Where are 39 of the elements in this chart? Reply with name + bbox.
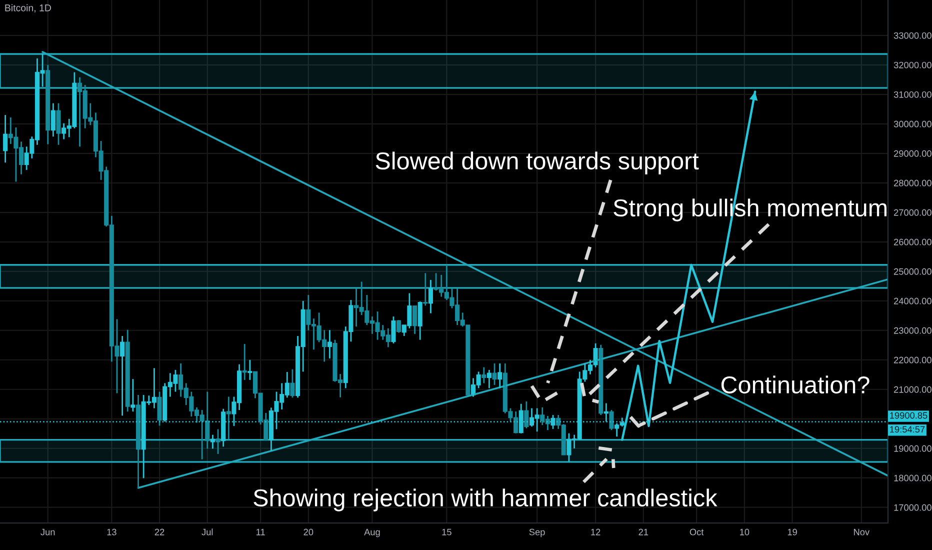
y-tick-label: 19000.00 [894, 445, 932, 452]
annotation: Continuation? [721, 376, 870, 394]
annotation: Showing rejection with hammer candlestick [254, 488, 718, 512]
annotation: Slowed down towards support [376, 152, 699, 174]
ref-line-label: 19900.85 [890, 412, 928, 419]
x-tick-label: 12 [591, 528, 600, 536]
y-tick-label: 30000.00 [894, 120, 932, 128]
x-tick-label: 15 [442, 528, 452, 536]
y-tick-label: 17000.00 [894, 504, 932, 511]
y-tick-label: 18000.00 [894, 474, 932, 482]
x-tick-label: Oct [690, 528, 704, 536]
x-tick-label: Jun [40, 528, 55, 536]
y-tick-label: 25000.00 [894, 268, 932, 275]
y-tick-label: 23000.00 [894, 327, 932, 334]
x-tick-label: Nov [854, 528, 870, 536]
y-tick-label: 32000.00 [894, 62, 932, 68]
x-tick-label: 11 [256, 528, 265, 536]
candlestick [216, 428, 220, 455]
chart-title: Bitcoin, 1D [5, 4, 51, 12]
x-tick-label: Sep [529, 528, 545, 538]
y-tick-label: 31000.00 [894, 91, 932, 98]
x-tick-label: 13 [107, 528, 116, 536]
x-tick-label: Jul [202, 528, 213, 536]
text: 19:54:57 [890, 426, 925, 433]
y-tick-label: 33000.00 [894, 32, 932, 39]
y-tick-label: 22000.00 [894, 356, 932, 364]
x-tick-label: 19 [788, 528, 797, 536]
y-tick-label: 21000.00 [894, 386, 932, 393]
x-tick-label: 10 [740, 528, 750, 536]
x-tick-label: 20 [304, 528, 314, 536]
x-tick-label: 21 [638, 528, 648, 536]
candlestick [492, 362, 497, 386]
x-tick-label: 22 [154, 528, 164, 536]
y-tick-label: 24000.00 [894, 298, 932, 304]
y-tick-label: 28000.00 [894, 180, 932, 186]
y-tick-label: 26000.00 [894, 238, 932, 246]
y-tick-label: 29000.00 [894, 150, 932, 157]
y-tick-label: 27000.00 [894, 209, 932, 216]
x-tick-label: Aug [364, 528, 380, 538]
